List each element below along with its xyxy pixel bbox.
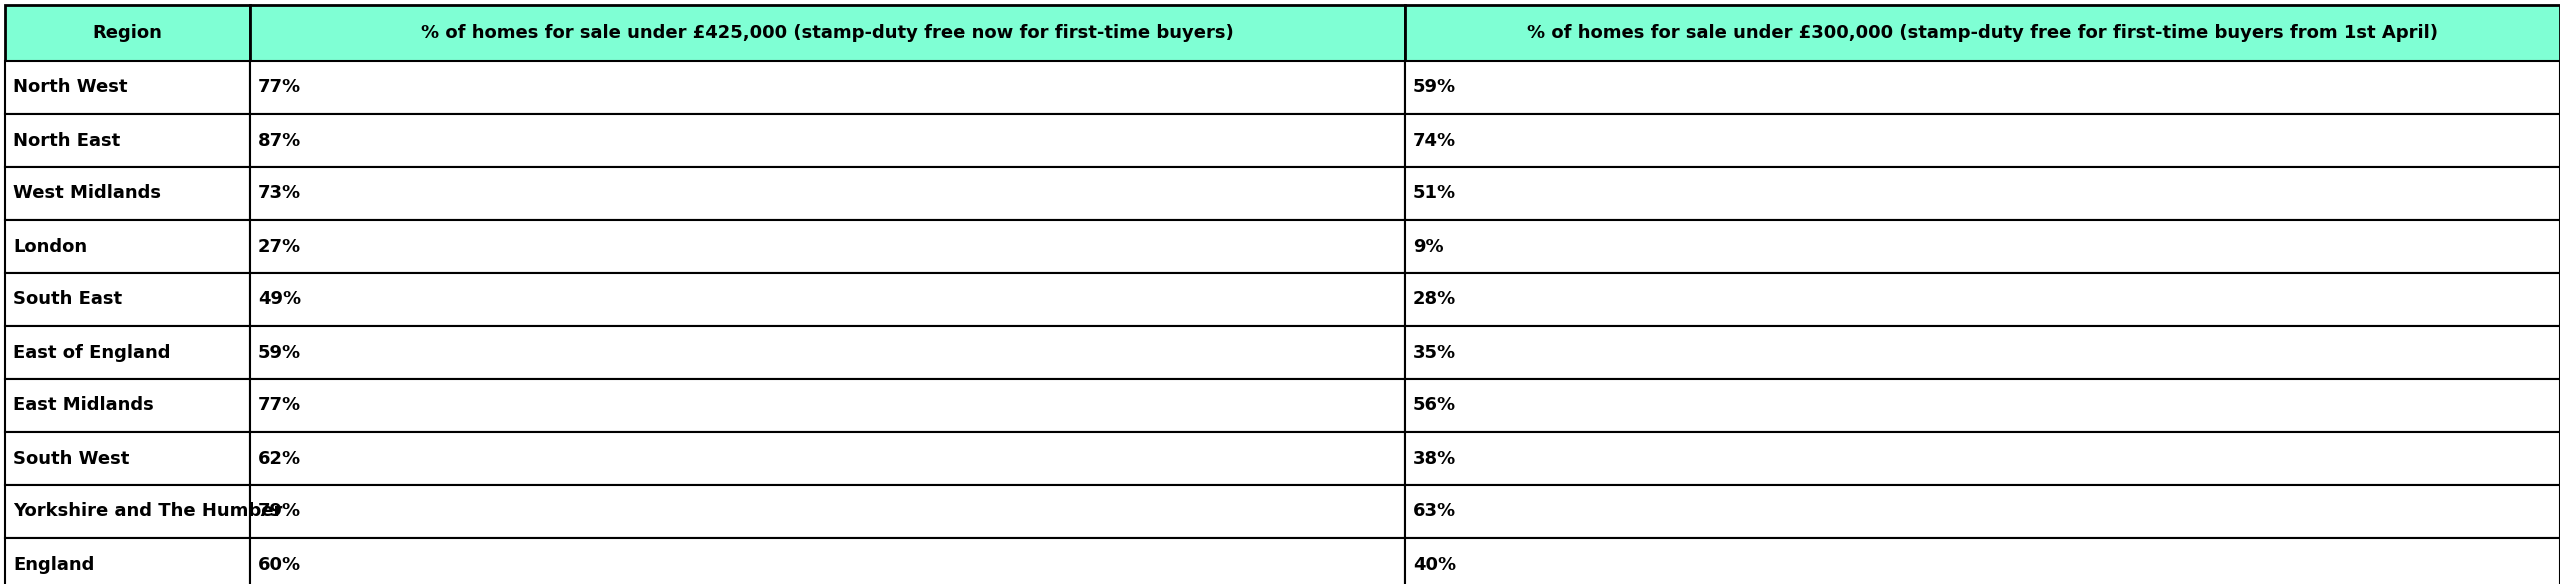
Text: 51%: 51% xyxy=(1413,185,1457,203)
Text: 63%: 63% xyxy=(1413,502,1457,520)
Text: London: London xyxy=(13,238,87,256)
Bar xyxy=(5,220,251,273)
Bar xyxy=(251,485,1405,538)
Bar xyxy=(251,167,1405,220)
Bar xyxy=(251,114,1405,167)
Bar xyxy=(1405,326,2560,379)
Text: East of England: East of England xyxy=(13,343,172,361)
Bar xyxy=(1405,432,2560,485)
Text: 35%: 35% xyxy=(1413,343,1457,361)
Bar xyxy=(251,432,1405,485)
Bar xyxy=(1405,485,2560,538)
Bar xyxy=(1405,273,2560,326)
Bar xyxy=(5,273,251,326)
Bar xyxy=(5,538,251,584)
Text: 27%: 27% xyxy=(259,238,302,256)
Text: 28%: 28% xyxy=(1413,290,1457,308)
Text: 49%: 49% xyxy=(259,290,302,308)
Text: 77%: 77% xyxy=(259,78,302,96)
Bar xyxy=(251,61,1405,114)
Text: 59%: 59% xyxy=(1413,78,1457,96)
Bar xyxy=(5,114,251,167)
Bar xyxy=(5,485,251,538)
Text: 59%: 59% xyxy=(259,343,302,361)
Text: 38%: 38% xyxy=(1413,450,1457,468)
Bar xyxy=(251,5,1405,61)
Bar xyxy=(5,167,251,220)
Text: 87%: 87% xyxy=(259,131,302,150)
Text: 79%: 79% xyxy=(259,502,302,520)
Text: 40%: 40% xyxy=(1413,555,1457,573)
Bar xyxy=(1405,220,2560,273)
Text: 60%: 60% xyxy=(259,555,302,573)
Bar xyxy=(1405,379,2560,432)
Text: North East: North East xyxy=(13,131,120,150)
Bar xyxy=(251,379,1405,432)
Text: East Midlands: East Midlands xyxy=(13,397,154,415)
Bar xyxy=(251,273,1405,326)
Bar xyxy=(251,326,1405,379)
Bar xyxy=(1405,114,2560,167)
Text: 74%: 74% xyxy=(1413,131,1457,150)
Bar xyxy=(1405,61,2560,114)
Text: South East: South East xyxy=(13,290,123,308)
Text: 9%: 9% xyxy=(1413,238,1444,256)
Text: West Midlands: West Midlands xyxy=(13,185,161,203)
Text: England: England xyxy=(13,555,95,573)
Text: Region: Region xyxy=(92,24,161,42)
Bar xyxy=(5,379,251,432)
Text: % of homes for sale under £425,000 (stamp-duty free now for first-time buyers): % of homes for sale under £425,000 (stam… xyxy=(422,24,1234,42)
Text: South West: South West xyxy=(13,450,131,468)
Text: 73%: 73% xyxy=(259,185,302,203)
Text: 62%: 62% xyxy=(259,450,302,468)
Bar xyxy=(251,538,1405,584)
Bar xyxy=(1405,167,2560,220)
Text: 56%: 56% xyxy=(1413,397,1457,415)
Bar xyxy=(5,326,251,379)
Bar xyxy=(251,220,1405,273)
Bar xyxy=(1405,538,2560,584)
Bar xyxy=(5,61,251,114)
Text: North West: North West xyxy=(13,78,128,96)
Bar xyxy=(5,5,251,61)
Text: % of homes for sale under £300,000 (stamp-duty free for first-time buyers from 1: % of homes for sale under £300,000 (stam… xyxy=(1526,24,2437,42)
Text: Yorkshire and The Humber: Yorkshire and The Humber xyxy=(13,502,282,520)
Bar xyxy=(5,432,251,485)
Bar xyxy=(1405,5,2560,61)
Text: 77%: 77% xyxy=(259,397,302,415)
